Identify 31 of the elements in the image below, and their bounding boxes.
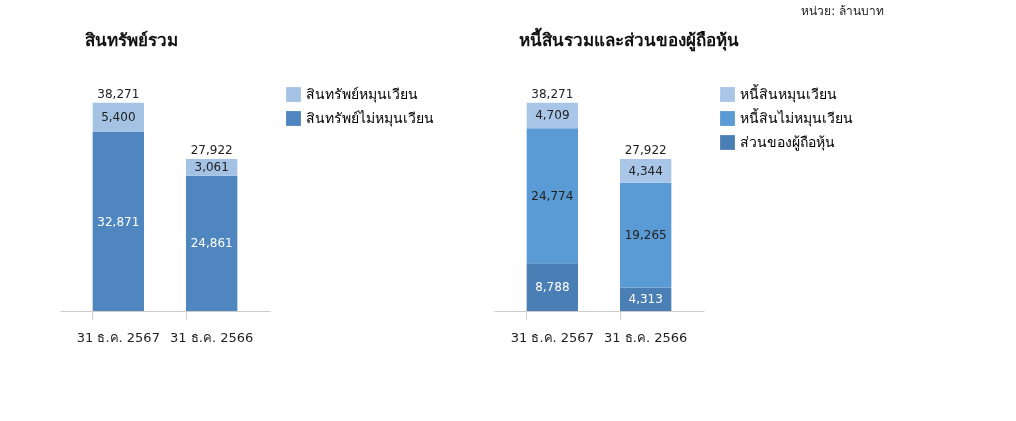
x-tick-label: 31 ธ.ค. 2567 xyxy=(510,329,594,345)
data-label: 4,709 xyxy=(535,108,570,123)
legend-label: สินทรัพย์ไม่หมุนเวียน xyxy=(306,109,434,127)
chart-title: สินทรัพย์รวม xyxy=(85,30,178,50)
data-label: 4,313 xyxy=(628,292,663,307)
legend-label: หนี้สินหมุนเวียน xyxy=(740,83,837,103)
x-tick-label: 31 ธ.ค. 2566 xyxy=(604,329,688,345)
text: หน่วย: ล้านบาท xyxy=(801,4,884,18)
bar xyxy=(526,128,578,264)
data-label: 5,400 xyxy=(101,110,136,125)
bar xyxy=(92,132,144,311)
data-label: 8,788 xyxy=(535,280,570,295)
data-label: 19,265 xyxy=(624,228,667,243)
total-label: 38,271 xyxy=(531,86,574,101)
total-label: 27,922 xyxy=(190,143,233,157)
legend-label: สินทรัพย์หมุนเวียน xyxy=(306,85,418,103)
x-tick-label: 31 ธ.ค. 2566 xyxy=(170,329,254,345)
total-label: 27,922 xyxy=(624,143,667,157)
chart-title: หนี้สินรวมและส่วนของผู้ถือหุ้น xyxy=(519,27,739,52)
x-tick-label: 31 ธ.ค. 2567 xyxy=(76,329,160,345)
bar xyxy=(186,175,238,311)
data-label: 24,774 xyxy=(531,188,574,203)
legend-label: ส่วนของผู้ถือหุ้น xyxy=(740,133,835,151)
legend-label: หนี้สินไม่หมุนเวียน xyxy=(740,107,853,127)
data-label: 3,061 xyxy=(194,160,229,175)
data-label: 4,344 xyxy=(628,163,663,178)
data-label: 32,871 xyxy=(97,214,140,229)
bar xyxy=(526,263,578,311)
data-label: 24,861 xyxy=(190,236,233,251)
bar xyxy=(620,182,672,288)
total-label: 38,271 xyxy=(97,86,140,101)
